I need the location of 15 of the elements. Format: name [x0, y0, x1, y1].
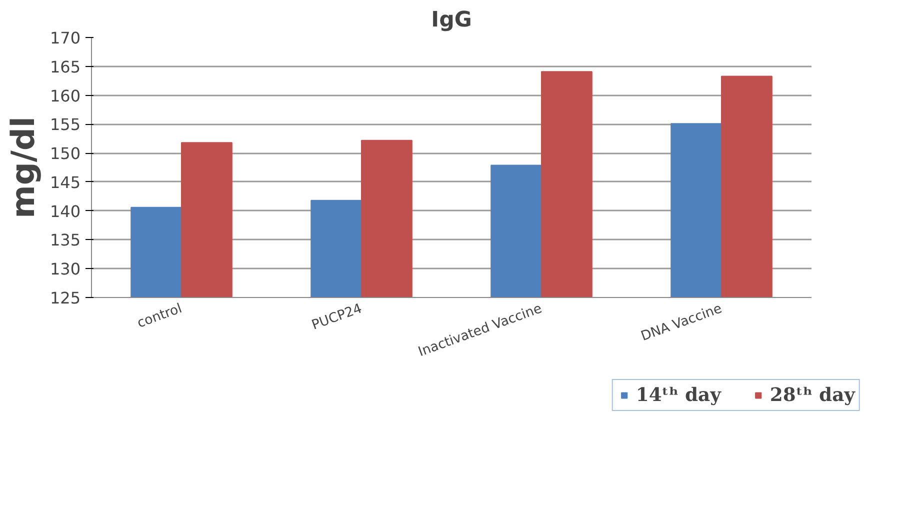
chart-title: IgG: [431, 8, 472, 32]
y-tick-label: 150: [50, 144, 81, 164]
legend-label: 14ᵗʰ day: [636, 384, 721, 406]
x-tick-label: DNA Vaccine: [639, 301, 724, 345]
y-tick-label: 130: [50, 260, 81, 279]
y-tick-label: 155: [50, 115, 81, 134]
y-axis-title: mg/dl: [4, 116, 42, 218]
y-tick-label: 145: [50, 172, 81, 192]
y-tick-label: 125: [50, 288, 81, 308]
legend-label: 28ᵗʰ day: [770, 384, 855, 406]
y-tick-label: 165: [50, 57, 81, 76]
y-tick-label: 135: [50, 230, 81, 250]
y-tick-label: 170: [50, 28, 81, 48]
y-tick-label: 160: [50, 86, 81, 106]
y-tick-label: 140: [50, 202, 81, 221]
